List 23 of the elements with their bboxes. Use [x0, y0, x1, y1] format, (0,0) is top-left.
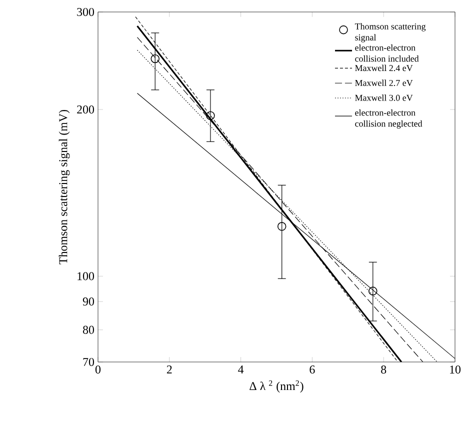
y-tick-label: 100: [78, 272, 94, 280]
x-tick-label: 2: [166, 366, 172, 374]
x-tick-label: 8: [381, 366, 386, 374]
y-tick-label: 90: [82, 297, 94, 306]
y-tick-label: 200: [77, 105, 94, 114]
x-tick-label: 4: [238, 366, 244, 374]
point: [368, 286, 378, 296]
y-tick-label: 80: [82, 326, 94, 334]
x-tick-label: 10: [450, 366, 461, 374]
point: [277, 222, 286, 231]
point: [150, 54, 160, 64]
x-tick-label: 6: [310, 366, 315, 374]
legend-label: electron-electron collision included: [355, 44, 419, 62]
legend-label: Maxwell 2.7 eV: [355, 80, 413, 86]
x-axis-title: Δ λ $^{2}$ (nm$^{2}$): [250, 380, 304, 393]
legend-label: Maxwell 2.4 eV: [355, 64, 413, 72]
y-tick-label: 70: [83, 358, 94, 366]
legend-label: Maxwell 3.0 eV: [355, 94, 413, 101]
y-tick-label: 300: [77, 8, 94, 16]
point: [206, 111, 215, 120]
x-tick-label: 0: [95, 366, 101, 374]
legend-label: electron-electron collision neglected: [355, 109, 422, 129]
y-axis-title: Thomson scattering signal (mV): [58, 110, 70, 264]
